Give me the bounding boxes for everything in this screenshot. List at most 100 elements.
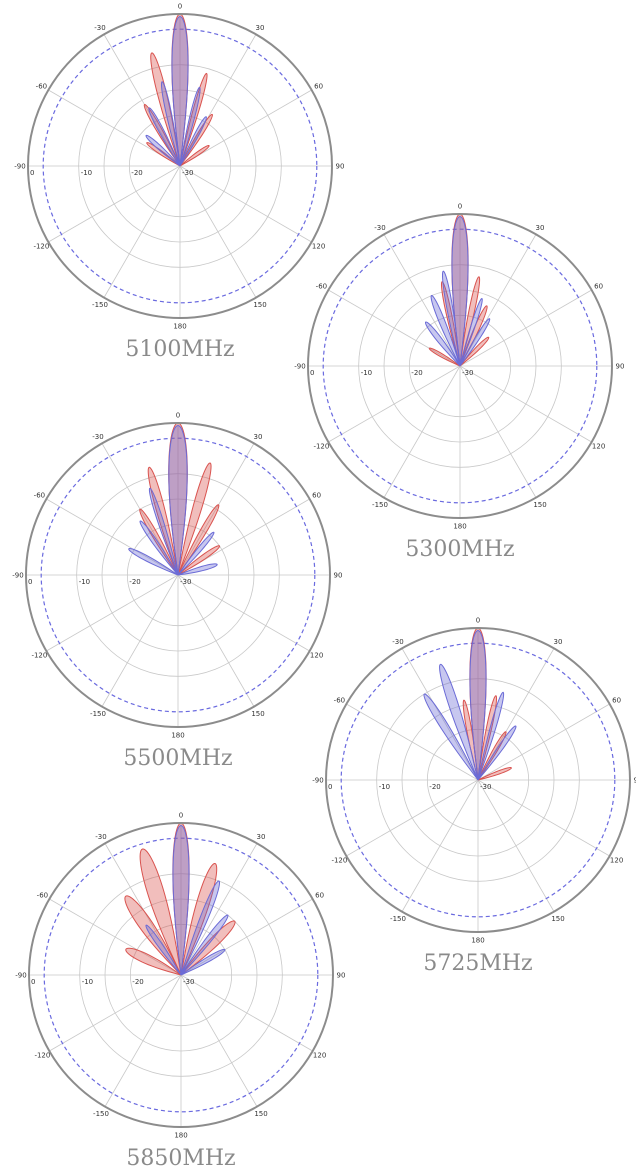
radial-tick-label: -30 — [182, 169, 193, 177]
angle-tick-label: -30 — [392, 638, 403, 646]
angle-tick-label: -150 — [92, 301, 108, 309]
chart-title: 5300MHz — [405, 537, 514, 562]
radial-tick-label: -20 — [132, 978, 143, 986]
angle-tick-label: -30 — [95, 833, 106, 841]
grid-spoke — [103, 165, 181, 298]
grid-spoke — [180, 974, 313, 1052]
angle-tick-label: -90 — [14, 163, 25, 171]
grid-spoke — [177, 443, 255, 576]
chart-title: 5500MHz — [123, 746, 232, 771]
angle-tick-label: 150 — [253, 301, 266, 309]
angle-tick-label: 0 — [176, 412, 180, 420]
pattern-lobe-series-1 — [439, 663, 479, 781]
angle-tick-label: 60 — [612, 697, 621, 705]
grid-spoke — [346, 779, 479, 857]
angle-tick-label: 180 — [171, 732, 184, 740]
grid-spoke — [401, 779, 479, 912]
pattern-lobe-series-1 — [177, 563, 218, 576]
angle-tick-label: -60 — [36, 83, 47, 91]
angle-tick-label: -60 — [37, 892, 48, 900]
pattern-lobe-series-1 — [477, 725, 517, 781]
angle-tick-label: 180 — [471, 937, 484, 945]
angle-tick-label: -90 — [294, 363, 305, 371]
pattern-lobe-series-1 — [145, 924, 182, 976]
pattern-lobe-series-0 — [462, 699, 479, 781]
polar-chart-1: 0 30 60 90 120 150 180 -150 -120 -90 -60 -30 0 -10 -20… — [294, 203, 624, 563]
pattern-lobe-series-0 — [125, 947, 182, 976]
angle-tick-label: 30 — [554, 638, 563, 646]
angle-tick-label: 90 — [336, 163, 345, 171]
pattern-lobe-series-1 — [423, 693, 479, 781]
outer-ring — [28, 822, 334, 1128]
radial-tick-label: -10 — [361, 369, 372, 377]
chart-title: 5100MHz — [125, 337, 234, 362]
grid-spoke — [179, 34, 257, 167]
angle-tick-label: 90 — [334, 572, 343, 580]
angle-tick-label: 60 — [315, 892, 324, 900]
angle-tick-label: -150 — [90, 710, 106, 718]
grid-spoke — [49, 974, 182, 1052]
radial-tick-label: 0 — [31, 978, 35, 986]
angle-tick-label: 150 — [251, 710, 264, 718]
reference-level-ring — [43, 837, 319, 1113]
pattern-lobe-series-1 — [179, 86, 201, 167]
pattern-lobe-series-0 — [139, 848, 182, 976]
angle-tick-label: 0 — [178, 3, 182, 11]
angle-tick-label: -120 — [31, 652, 47, 660]
angle-tick-label: -30 — [374, 224, 385, 232]
angle-tick-label: 120 — [610, 857, 623, 865]
chart-title: 5725MHz — [423, 951, 532, 976]
grid-spoke — [46, 574, 179, 652]
outer-ring — [27, 13, 333, 319]
grid-spoke — [328, 365, 461, 443]
angle-tick-label: 30 — [256, 24, 265, 32]
grid-spoke — [346, 703, 479, 781]
grid-spoke — [477, 703, 610, 781]
radial-tick-label: 0 — [28, 578, 32, 586]
angle-tick-label: -150 — [93, 1110, 109, 1118]
grid-spoke — [179, 165, 257, 298]
pattern-lobe-series-1 — [160, 81, 181, 167]
pattern-lobe-series-1 — [441, 270, 461, 367]
radial-tick-label: -10 — [79, 578, 90, 586]
angle-tick-label: 60 — [314, 83, 323, 91]
pattern-lobe-series-0 — [428, 347, 461, 367]
angle-tick-label: -60 — [34, 492, 45, 500]
angle-tick-label: -150 — [372, 501, 388, 509]
radial-tick-label: -30 — [183, 978, 194, 986]
pattern-lobe-series-1 — [168, 425, 188, 576]
angle-tick-label: -90 — [15, 972, 26, 980]
angle-tick-label: 120 — [592, 443, 605, 451]
pattern-lobe-series-1 — [459, 318, 491, 367]
outer-ring — [25, 422, 331, 728]
pattern-lobe-series-1 — [180, 914, 229, 976]
pattern-lobe-series-1 — [128, 548, 179, 576]
pattern-lobe-series-0 — [124, 895, 182, 976]
angle-tick-label: 180 — [174, 1132, 187, 1140]
grid-spoke — [49, 898, 182, 976]
polar-chart-0: 0 30 60 90 120 150 180 -150 -120 -90 -60 -30 0 -10 -20… — [14, 3, 344, 363]
polar-chart-2: 0 30 60 90 120 150 180 -150 -120 -90 -60 -30 0 -10 -20… — [12, 412, 342, 772]
radial-tick-label: -20 — [429, 783, 440, 791]
angle-tick-label: 0 — [458, 203, 462, 211]
angle-tick-label: -90 — [12, 572, 23, 580]
angle-tick-label: -120 — [313, 443, 329, 451]
angle-tick-label: 30 — [257, 833, 266, 841]
angle-tick-label: 180 — [453, 523, 466, 531]
pattern-lobe-series-0 — [477, 767, 512, 781]
radial-tick-label: -10 — [81, 169, 92, 177]
grid-spoke — [46, 498, 179, 576]
pattern-lobe-series-1 — [171, 16, 189, 167]
pattern-lobe-series-1 — [424, 321, 461, 367]
pattern-lobe-series-1 — [148, 107, 181, 167]
radial-tick-label: -30 — [480, 783, 491, 791]
radial-tick-label: -10 — [82, 978, 93, 986]
angle-tick-label: -90 — [312, 777, 323, 785]
grid-spoke — [459, 365, 537, 498]
reference-level-ring — [340, 642, 616, 918]
radial-tick-label: -30 — [180, 578, 191, 586]
angle-tick-label: 120 — [310, 652, 323, 660]
grid-spoke — [177, 574, 255, 707]
angle-tick-label: -60 — [334, 697, 345, 705]
